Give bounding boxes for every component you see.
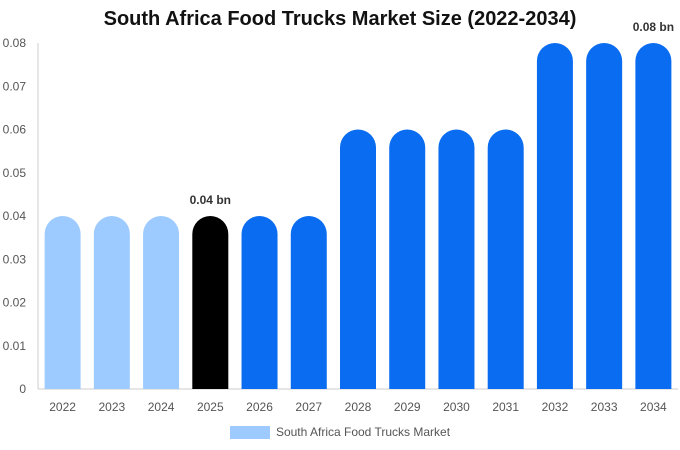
bar-2029 (389, 129, 426, 389)
bar-2034 (635, 43, 672, 389)
x-tick-label: 2033 (591, 400, 618, 414)
y-tick-label: 0.07 (3, 79, 27, 93)
y-axis: 0 0.01 0.02 0.03 0.04 0.05 0.06 0.07 0.08 (3, 36, 39, 396)
x-tick-label: 2026 (246, 400, 273, 414)
x-tick-label: 2029 (394, 400, 421, 414)
bar-2031 (487, 129, 524, 389)
legend: South Africa Food Trucks Market (0, 425, 680, 439)
bar-2024 (143, 216, 180, 389)
bar-2027 (290, 216, 327, 389)
bar-2026 (241, 216, 278, 389)
bar-2033 (586, 43, 623, 389)
bar-2023 (93, 216, 130, 389)
legend-label: South Africa Food Trucks Market (275, 425, 451, 439)
y-tick-label: 0.08 (3, 36, 27, 50)
data-label-2025: 0.04 bn (190, 193, 231, 207)
x-tick-label: 2023 (98, 400, 125, 414)
x-axis: 2022 2023 2024 2025 2026 2027 2028 2029 2030 2031… (38, 388, 678, 414)
y-tick-label: 0.01 (3, 339, 27, 353)
x-tick-label: 2032 (542, 400, 569, 414)
y-tick-label: 0 (19, 382, 26, 396)
x-tick-label: 2027 (295, 400, 322, 414)
x-tick-label: 2025 (197, 400, 224, 414)
chart-title: South Africa Food Trucks Market Size (20… (103, 8, 577, 30)
bar-2028 (340, 129, 376, 389)
x-tick-label: 2028 (345, 400, 372, 414)
x-tick-label: 2022 (49, 400, 76, 414)
y-tick-label: 0.02 (3, 296, 27, 310)
bar-2022 (44, 215, 81, 389)
x-tick-label: 2031 (492, 400, 519, 414)
bars (44, 43, 672, 389)
legend-swatch (229, 425, 270, 439)
x-tick-label: 2024 (148, 400, 175, 414)
bar-2032 (536, 43, 573, 389)
data-label-2034: 0.08 bn (633, 20, 674, 34)
bar-2025 (192, 216, 229, 389)
x-tick-label: 2034 (640, 400, 667, 414)
bar-2030 (438, 129, 475, 389)
x-tick-label: 2030 (443, 400, 470, 414)
y-tick-label: 0.06 (3, 123, 27, 137)
y-tick-label: 0.04 (3, 209, 27, 223)
y-tick-label: 0.05 (3, 166, 27, 180)
data-labels: 0.04 bn 0.08 bn (190, 20, 674, 207)
y-tick-label: 0.03 (3, 252, 27, 266)
